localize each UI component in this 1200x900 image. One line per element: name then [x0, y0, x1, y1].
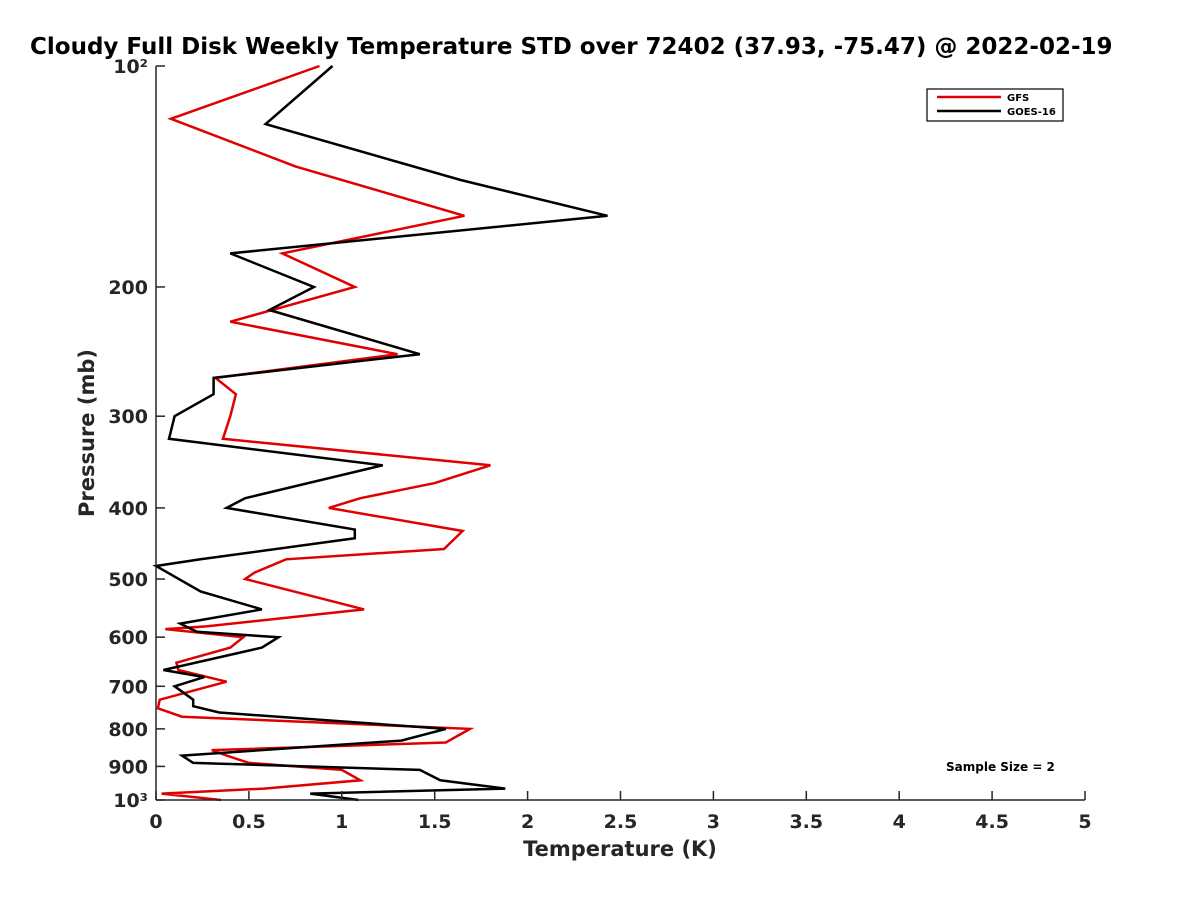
- y-tick-label: 800: [108, 719, 148, 741]
- y-tick-label: 700: [108, 676, 148, 698]
- x-tick-label: 0: [149, 811, 162, 833]
- x-tick-label: 1: [335, 811, 348, 833]
- x-tick-label: 4: [893, 811, 906, 833]
- y-tick-label: 500: [108, 569, 148, 591]
- x-tick-label: 2: [521, 811, 534, 833]
- x-tick-label: 4.5: [975, 811, 1009, 833]
- legend-label-goes: GOES-16: [1007, 107, 1056, 118]
- x-tick-label: 5: [1078, 811, 1091, 833]
- y-tick-label: 10²: [113, 56, 148, 78]
- x-tick-label: 0.5: [232, 811, 266, 833]
- x-tick-label: 1.5: [418, 811, 452, 833]
- y-axis-label: Pressure (mb): [75, 349, 99, 517]
- y-tick-label: 900: [108, 756, 148, 778]
- legend: GFS GOES-16: [926, 88, 1064, 122]
- y-tick-label: 400: [108, 498, 148, 520]
- x-tick-label: 3: [707, 811, 720, 833]
- x-tick-label: 3.5: [789, 811, 823, 833]
- sample-size-annotation: Sample Size = 2: [946, 760, 1055, 774]
- y-tick-label: 200: [108, 277, 148, 299]
- y-tick-label: 600: [108, 627, 148, 649]
- y-tick-label: 10³: [113, 790, 148, 812]
- legend-label-gfs: GFS: [1007, 93, 1029, 104]
- series-line-goes-16: [152, 65, 608, 802]
- chart-title: Cloudy Full Disk Weekly Temperature STD …: [30, 34, 1113, 60]
- legend-box: [926, 88, 1064, 122]
- x-tick-label: 2.5: [604, 811, 638, 833]
- axes-layer: 0 0.5 1 1.5 2 2.5 3 3.5 4 4.5 5 10² 200 300 400 500 600 7…: [108, 56, 1091, 833]
- x-axis-label: Temperature (K): [523, 837, 717, 861]
- series-line-gfs: [156, 64, 491, 802]
- series-layer: [152, 64, 608, 802]
- y-tick-label: 300: [108, 406, 148, 428]
